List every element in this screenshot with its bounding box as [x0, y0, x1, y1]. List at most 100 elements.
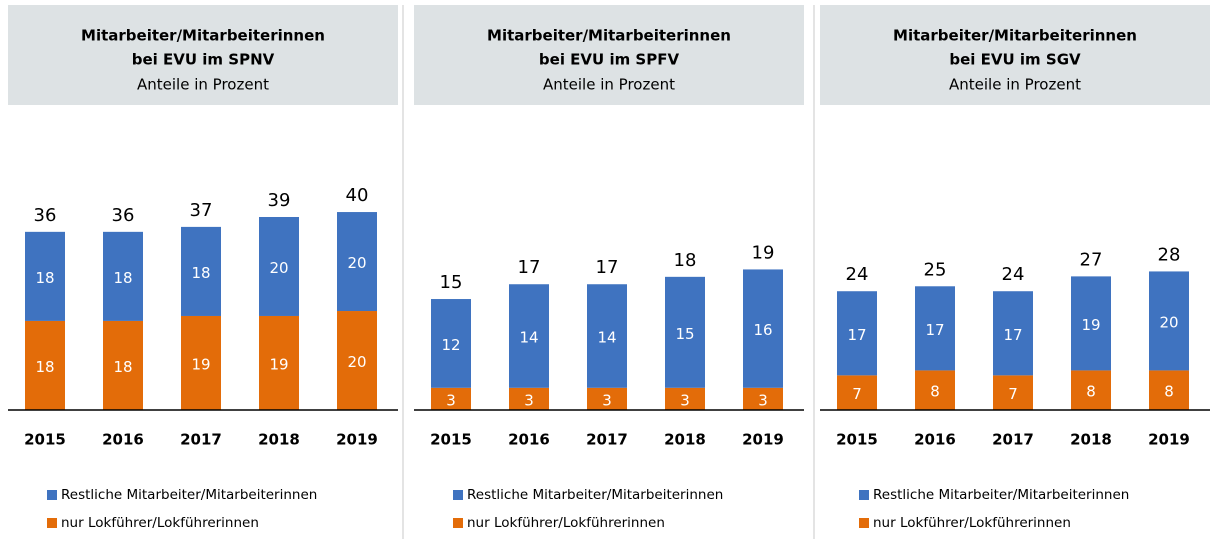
bar-segment [743, 387, 783, 410]
total-label: 36 [34, 205, 57, 226]
total-label: 36 [112, 205, 135, 226]
data-label: 20 [347, 353, 366, 371]
chart-title: bei EVU im SPFV [539, 51, 680, 69]
legend-label: Restliche Mitarbeiter/Mitarbeiterinnen [873, 487, 1129, 503]
data-label: 18 [35, 358, 54, 376]
x-tick-label: 2017 [992, 431, 1034, 449]
x-tick-label: 2016 [914, 431, 956, 449]
data-label: 19 [269, 355, 288, 373]
legend-swatch [47, 490, 57, 500]
data-label: 15 [675, 325, 694, 343]
x-tick-label: 2016 [508, 431, 550, 449]
data-label: 3 [602, 391, 612, 409]
x-tick-label: 2017 [586, 431, 628, 449]
bar-segment [509, 284, 549, 388]
total-label: 25 [924, 259, 947, 280]
bar-segment [431, 299, 471, 388]
total-label: 19 [752, 242, 775, 263]
data-label: 8 [1164, 383, 1174, 401]
x-tick-label: 2018 [664, 431, 706, 449]
bar-segment [181, 315, 221, 410]
total-label: 27 [1080, 249, 1103, 270]
data-label: 3 [680, 391, 690, 409]
bar-segment [1149, 271, 1189, 371]
data-label: 7 [1008, 385, 1018, 403]
data-label: 7 [852, 385, 862, 403]
data-label: 12 [441, 336, 460, 354]
bar-segment [587, 284, 627, 388]
data-label: 3 [446, 391, 456, 409]
header-box [414, 5, 804, 105]
bar-segment [337, 212, 377, 312]
bar-segment [103, 231, 143, 321]
legend-swatch [859, 490, 869, 500]
data-label: 17 [847, 326, 866, 344]
chart-title: bei EVU im SPNV [132, 51, 275, 69]
legend-label: Restliche Mitarbeiter/Mitarbeiterinnen [467, 487, 723, 503]
header-box [820, 5, 1210, 105]
data-label: 8 [1086, 383, 1096, 401]
x-tick-label: 2015 [24, 431, 66, 449]
bar-segment [25, 231, 65, 321]
data-label: 14 [597, 329, 616, 347]
total-label: 39 [268, 190, 291, 211]
x-tick-label: 2015 [430, 431, 472, 449]
bar-segment [25, 320, 65, 410]
chart-subtitle: Anteile in Prozent [137, 76, 269, 94]
bar-segment [837, 291, 877, 376]
legend-label: nur Lokführer/Lokführerinnen [61, 515, 259, 531]
legend-label: nur Lokführer/Lokführerinnen [873, 515, 1071, 531]
header-box [8, 5, 398, 105]
data-label: 20 [347, 254, 366, 272]
bar-segment [1071, 276, 1111, 371]
legend-label: Restliche Mitarbeiter/Mitarbeiterinnen [61, 487, 317, 503]
data-label: 19 [191, 355, 210, 373]
data-label: 20 [1159, 313, 1178, 331]
chart-title: Mitarbeiter/Mitarbeiterinnen [487, 27, 731, 45]
legend-swatch [859, 518, 869, 528]
chart-subtitle: Anteile in Prozent [949, 76, 1081, 94]
data-label: 18 [113, 269, 132, 287]
total-label: 28 [1158, 244, 1181, 265]
bar-segment [509, 387, 549, 410]
data-label: 14 [519, 329, 538, 347]
x-tick-label: 2017 [180, 431, 222, 449]
x-tick-label: 2019 [742, 431, 784, 449]
data-label: 19 [1081, 316, 1100, 334]
x-tick-label: 2018 [258, 431, 300, 449]
legend-swatch [453, 490, 463, 500]
total-label: 40 [346, 185, 369, 206]
chart-title: Mitarbeiter/Mitarbeiterinnen [81, 27, 325, 45]
data-label: 16 [753, 321, 772, 339]
bar-segment [259, 216, 299, 316]
bar-segment [993, 291, 1033, 376]
data-label: 18 [35, 269, 54, 287]
bar-segment [743, 269, 783, 388]
bar-segment [915, 370, 955, 410]
data-label: 8 [930, 383, 940, 401]
data-label: 3 [524, 391, 534, 409]
total-label: 37 [190, 200, 213, 221]
bar-segment [1149, 370, 1189, 410]
bar-segment [337, 311, 377, 410]
bar-segment [993, 375, 1033, 410]
legend-swatch [47, 518, 57, 528]
total-label: 24 [846, 264, 869, 285]
bar-segment [665, 276, 705, 388]
bar-segment [181, 226, 221, 316]
bar-segment [587, 387, 627, 410]
bar-segment [915, 286, 955, 371]
x-tick-label: 2019 [336, 431, 378, 449]
data-label: 18 [191, 264, 210, 282]
chart-title: Mitarbeiter/Mitarbeiterinnen [893, 27, 1137, 45]
x-tick-label: 2018 [1070, 431, 1112, 449]
total-label: 24 [1002, 264, 1025, 285]
bar-segment [665, 387, 705, 410]
bar-segment [259, 315, 299, 410]
chart-title: bei EVU im SGV [949, 51, 1081, 69]
data-label: 18 [113, 358, 132, 376]
total-label: 18 [674, 250, 697, 271]
data-label: 20 [269, 259, 288, 277]
total-label: 17 [596, 257, 619, 278]
